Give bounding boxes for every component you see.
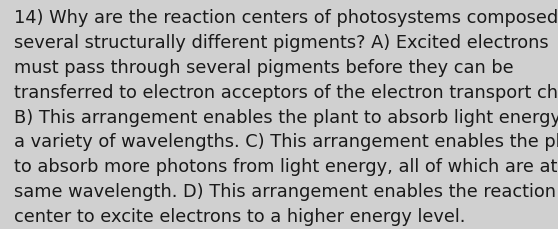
Text: to absorb more photons from light energy, all of which are at the: to absorb more photons from light energy…: [14, 158, 558, 175]
Text: same wavelength. D) This arrangement enables the reaction: same wavelength. D) This arrangement ena…: [14, 182, 556, 200]
Text: 14) Why are the reaction centers of photosystems composed of: 14) Why are the reaction centers of phot…: [14, 9, 558, 27]
Text: B) This arrangement enables the plant to absorb light energy of: B) This arrangement enables the plant to…: [14, 108, 558, 126]
Text: a variety of wavelengths. C) This arrangement enables the plant: a variety of wavelengths. C) This arrang…: [14, 133, 558, 151]
Text: transferred to electron acceptors of the electron transport chain.: transferred to electron acceptors of the…: [14, 83, 558, 101]
Text: several structurally different pigments? A) Excited electrons: several structurally different pigments?…: [14, 34, 549, 52]
Text: must pass through several pigments before they can be: must pass through several pigments befor…: [14, 59, 513, 76]
Text: center to excite electrons to a higher energy level.: center to excite electrons to a higher e…: [14, 207, 465, 225]
